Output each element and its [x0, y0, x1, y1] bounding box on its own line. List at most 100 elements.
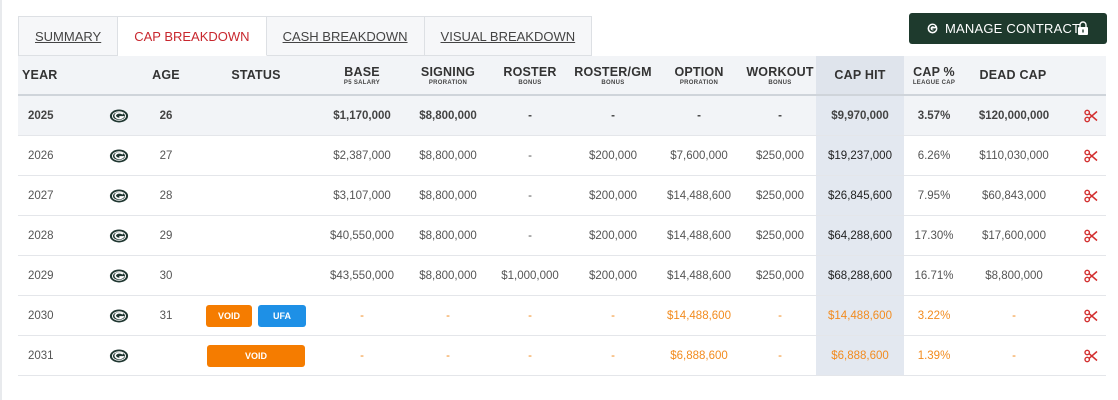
workout-cell: -	[778, 310, 782, 322]
year-cell: 2027	[28, 190, 54, 202]
option-cell: $14,488,600	[667, 230, 731, 242]
rostergm-cell: -	[611, 350, 615, 362]
header-workout-bonus: WORKOUT BONUS	[746, 64, 814, 86]
deadcap-cell: $60,843,000	[982, 190, 1046, 202]
void-badge: VOID	[207, 345, 305, 367]
cap-breakdown-table: YEAR AGE STATUS BASE P5 SALARY SIGNING PRO…	[18, 56, 1106, 376]
base-cell: $43,550,000	[330, 270, 394, 282]
cap-hit-column-highlight	[816, 296, 904, 335]
base-cell: -	[360, 310, 364, 322]
base-cell: $1,170,000	[333, 110, 391, 122]
signing-cell: $8,800,000	[419, 230, 477, 242]
table-row: 2029 30 $43,550,000 $8,800,000 $1,000,000 $20…	[18, 256, 1106, 296]
age-cell	[148, 336, 184, 376]
base-cell: $3,107,000	[333, 190, 391, 202]
year-cell: 2029	[28, 270, 54, 282]
packers-g-logo-icon	[106, 176, 132, 216]
scissors-icon[interactable]	[1082, 256, 1100, 296]
option-cell: -	[697, 110, 701, 122]
scissors-icon[interactable]	[1082, 336, 1100, 376]
packers-g-logo-icon	[927, 23, 938, 34]
deadcap-cell: -	[1012, 310, 1016, 322]
deadcap-cell: -	[1012, 350, 1016, 362]
header-signing-proration: SIGNING PRORATION	[420, 64, 476, 86]
tab-visual-breakdown[interactable]: VISUAL BREAKDOWN	[424, 16, 593, 56]
header-cap-hit: CAP HIT	[834, 68, 886, 82]
deadcap-cell: $8,800,000	[985, 270, 1043, 282]
scissors-icon[interactable]	[1082, 136, 1100, 176]
page-left-border	[0, 0, 2, 400]
cap-hit-column-highlight	[816, 216, 904, 255]
header-roster-bonus: ROSTER BONUS	[503, 64, 557, 86]
header-age: AGE	[152, 68, 180, 82]
roster-cell: -	[528, 310, 532, 322]
year-cell: 2026	[28, 150, 54, 162]
base-cell: $2,387,000	[333, 150, 391, 162]
tab-summary[interactable]: SUMMARY	[18, 16, 119, 56]
packers-g-logo-icon	[106, 216, 132, 256]
year-cell: 2025	[28, 110, 54, 122]
header-roster-gm-bonus: ROSTER/GM BONUS	[574, 64, 652, 86]
scissors-icon[interactable]	[1082, 216, 1100, 256]
age-cell: 26	[159, 110, 173, 122]
deadcap-cell: $17,600,000	[982, 230, 1046, 242]
workout-cell: $250,000	[756, 230, 804, 242]
base-cell: $40,550,000	[330, 230, 394, 242]
signing-cell: -	[446, 350, 450, 362]
option-cell: $7,600,000	[670, 150, 728, 162]
packers-g-logo-icon	[106, 336, 132, 376]
rostergm-cell: -	[611, 110, 615, 122]
packers-g-logo-icon	[106, 96, 132, 136]
caphit-cell: $64,288,600	[828, 230, 892, 242]
age-cell: 30	[159, 270, 173, 282]
option-cell: $14,488,600	[667, 190, 731, 202]
option-cell: $14,488,600	[667, 270, 731, 282]
tab-cash-breakdown[interactable]: CASH BREAKDOWN	[266, 16, 425, 56]
table-row: 2030 31 VOID UFA - - - - $14,488,600 - $14,488,600…	[18, 296, 1106, 336]
lock-icon	[1078, 21, 1088, 35]
workout-cell: $250,000	[756, 270, 804, 282]
table-row: 2028 29 $40,550,000 $8,800,000 - $200,000 $14,…	[18, 216, 1106, 256]
breakdown-tabs: SUMMARY CAP BREAKDOWN CASH BREAKDOWN VIS…	[18, 16, 593, 56]
cappct-cell: 7.95%	[917, 190, 951, 202]
cappct-cell: 3.22%	[917, 310, 951, 322]
rostergm-cell: $200,000	[589, 270, 637, 282]
table-body: 2025 26 $1,170,000 $8,800,000 - - - - $9,970,000…	[18, 96, 1106, 376]
void-badge: VOID	[206, 305, 252, 327]
table-row: 2027 28 $3,107,000 $8,800,000 - $200,000 $14,4…	[18, 176, 1106, 216]
scissors-icon[interactable]	[1082, 296, 1100, 336]
cap-hit-column-highlight	[816, 176, 904, 215]
roster-cell: -	[528, 190, 532, 202]
scissors-icon[interactable]	[1082, 176, 1100, 216]
workout-cell: $250,000	[756, 190, 804, 202]
header-base-salary: BASE P5 SALARY	[343, 64, 381, 86]
ufa-badge: UFA	[258, 305, 306, 327]
caphit-cell: $6,888,600	[831, 350, 889, 362]
signing-cell: $8,800,000	[419, 110, 477, 122]
signing-cell: $8,800,000	[419, 150, 477, 162]
rostergm-cell: $200,000	[589, 190, 637, 202]
signing-cell: -	[446, 310, 450, 322]
cappct-cell: 16.71%	[914, 270, 954, 282]
year-cell: 2028	[28, 230, 54, 242]
packers-g-logo-icon	[106, 256, 132, 296]
cappct-cell: 6.26%	[917, 150, 951, 162]
table-header: YEAR AGE STATUS BASE P5 SALARY SIGNING PRO…	[18, 56, 1106, 96]
deadcap-cell: $110,030,000	[979, 150, 1049, 162]
cappct-cell: 1.39%	[917, 350, 951, 362]
option-cell: $14,488,600	[667, 310, 731, 322]
packers-g-logo-icon	[106, 136, 132, 176]
tab-cap-breakdown[interactable]: CAP BREAKDOWN	[118, 16, 267, 56]
scissors-icon[interactable]	[1082, 96, 1100, 136]
roster-cell: -	[528, 110, 532, 122]
signing-cell: $8,800,000	[419, 270, 477, 282]
workout-cell: -	[778, 350, 782, 362]
table-row: 2026 27 $2,387,000 $8,800,000 - $200,000 $7,60…	[18, 136, 1106, 176]
age-cell: 31	[159, 310, 173, 322]
roster-cell: -	[528, 150, 532, 162]
cap-hit-column-highlight	[816, 96, 904, 135]
cap-hit-column-highlight	[816, 136, 904, 175]
rostergm-cell: $200,000	[589, 230, 637, 242]
year-cell: 2031	[28, 350, 54, 362]
manage-contract-button[interactable]: MANAGE CONTRACT	[909, 13, 1107, 44]
